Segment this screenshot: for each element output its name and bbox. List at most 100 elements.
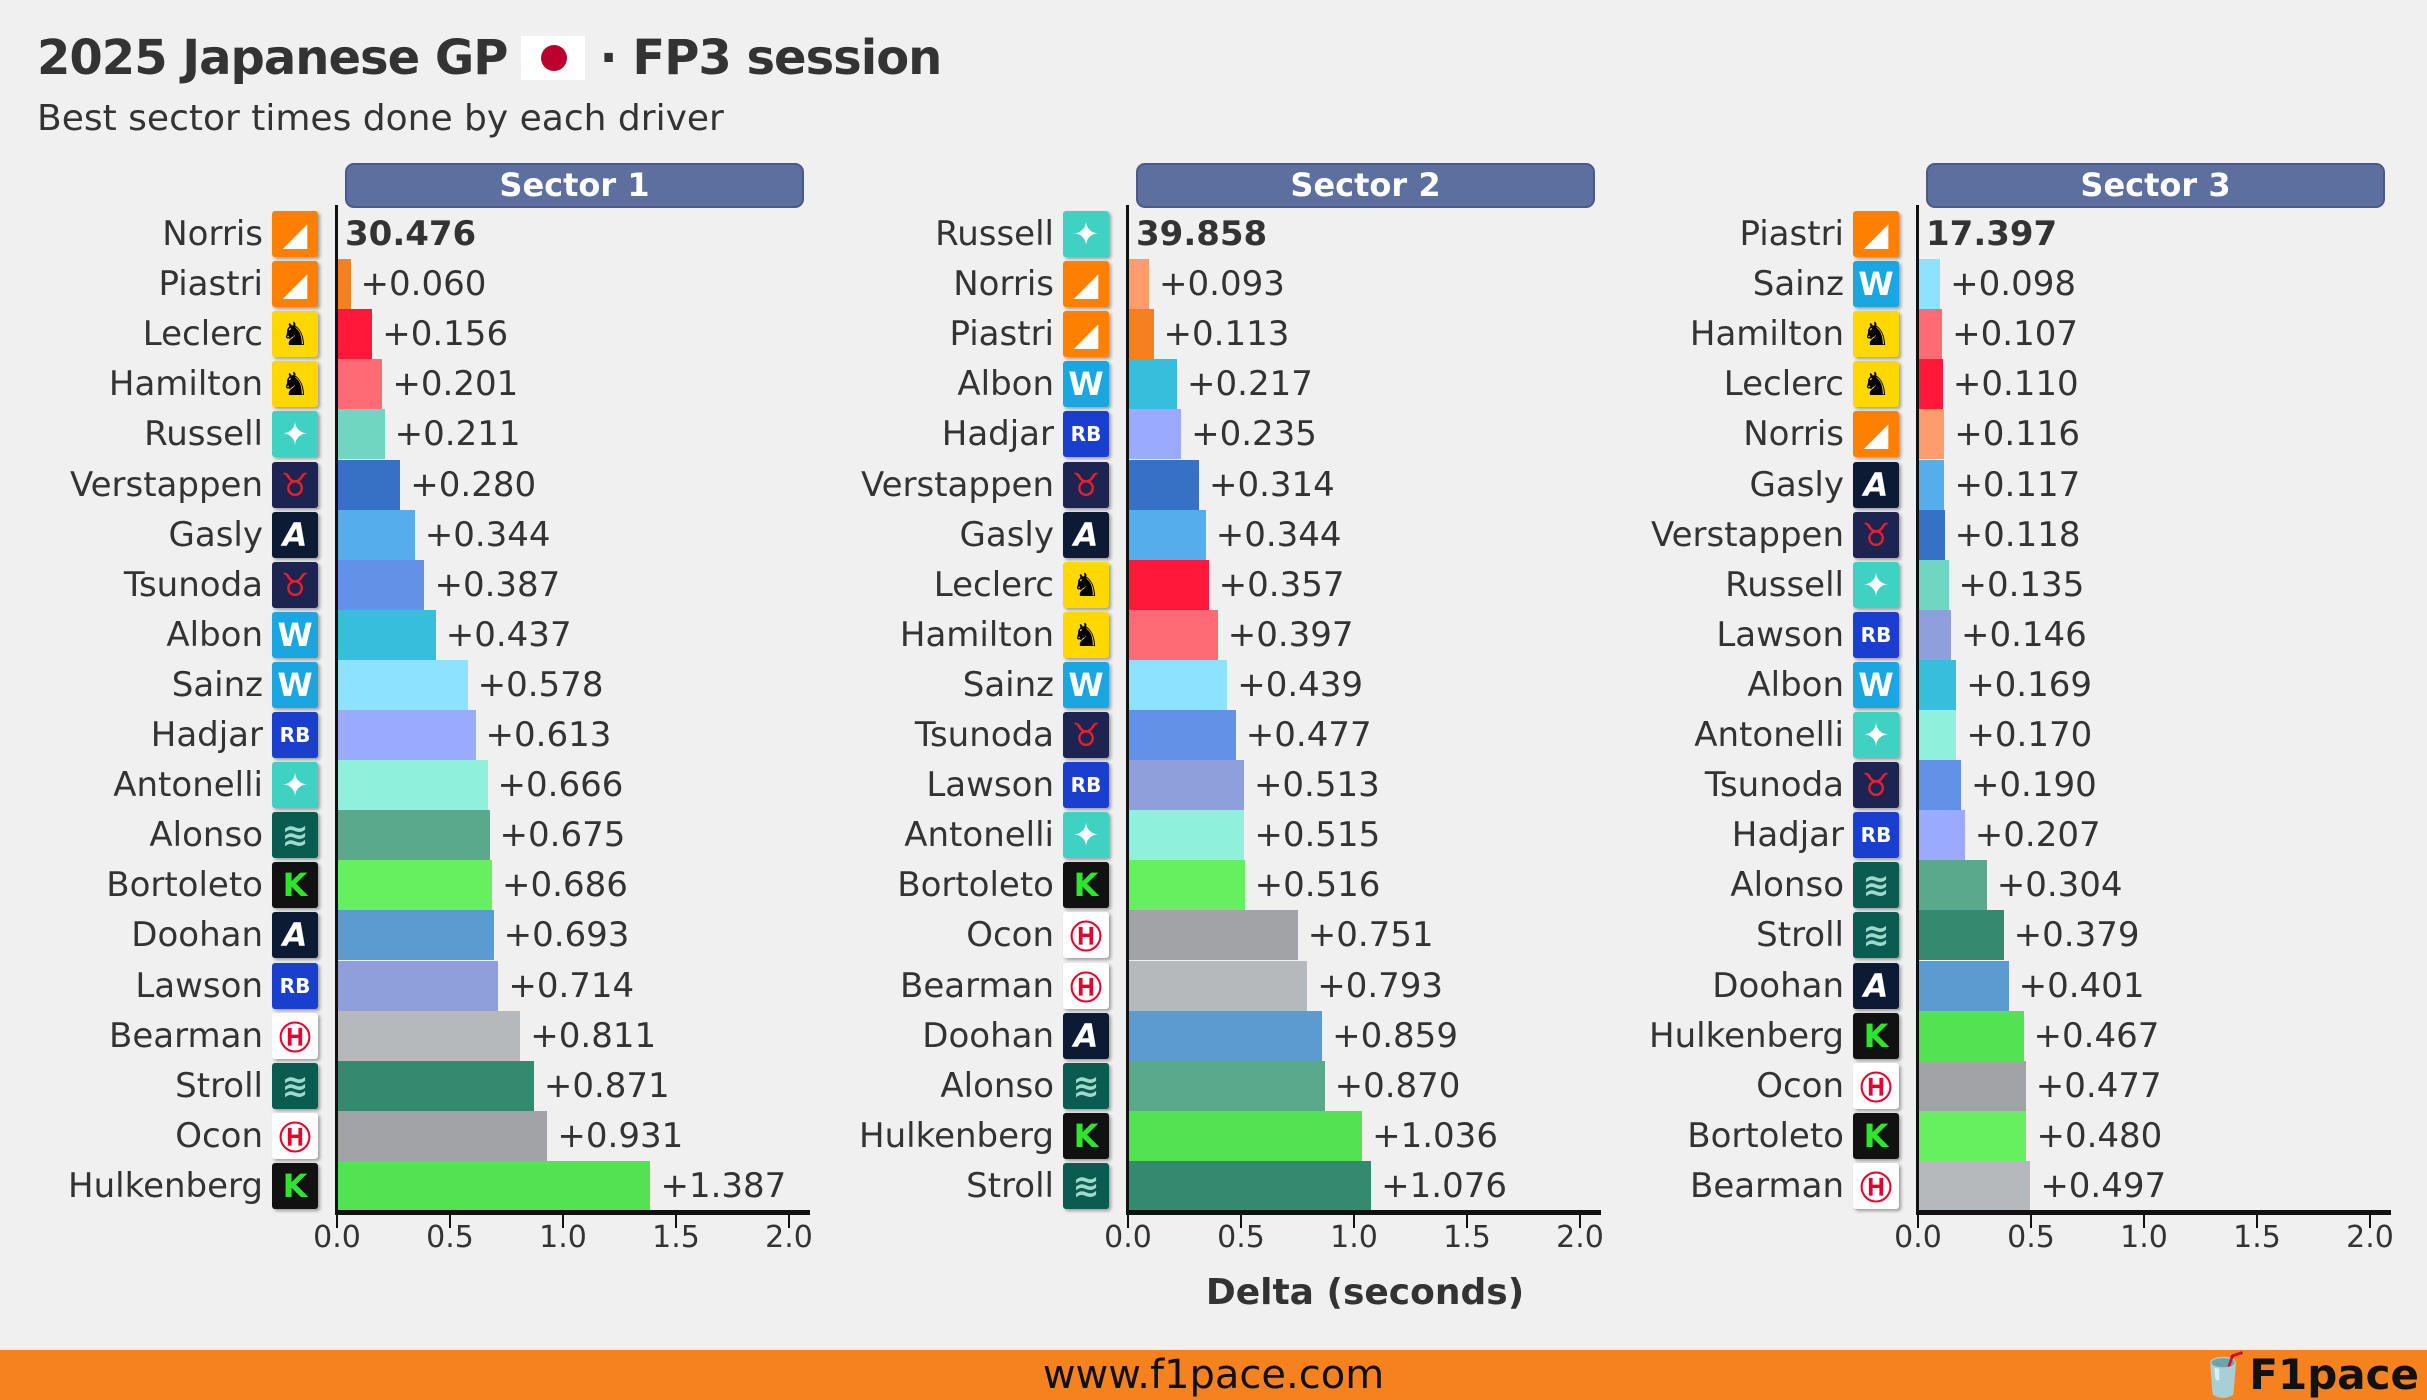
delta-label: +0.480 xyxy=(2036,1115,2163,1156)
sector-header-3: Sector 3 xyxy=(1926,163,2385,208)
driver-name: Ocon xyxy=(966,915,1054,956)
ferrari-logo-icon: ♞ xyxy=(1063,611,1109,658)
delta-label: +0.117 xyxy=(1954,464,2081,505)
bar-ocon xyxy=(1128,910,1298,961)
x-tick-label: 1.5 xyxy=(652,1220,700,1255)
footer-url[interactable]: www.f1pace.com xyxy=(1042,1352,1385,1398)
delta-label: +0.515 xyxy=(1254,815,1381,856)
chart-title: 2025 Japanese GP · FP3 session xyxy=(37,30,942,86)
rb-logo-icon: RB xyxy=(1063,411,1109,458)
mercedes-logo-icon: ✦ xyxy=(272,762,318,809)
driver-name: Russell xyxy=(1725,564,1844,605)
delta-label: +0.859 xyxy=(1332,1015,1458,1056)
sauber-logo-icon: K xyxy=(272,862,318,909)
bar-verstappen xyxy=(1918,509,1945,560)
bar-doohan xyxy=(337,910,494,961)
driver-name: Norris xyxy=(1743,414,1844,455)
delta-label: +0.714 xyxy=(508,965,635,1006)
ferrari-logo-icon: ♞ xyxy=(1063,561,1109,608)
bar-albon xyxy=(337,609,436,660)
driver-name: Piastri xyxy=(158,264,263,305)
williams-logo-icon: W xyxy=(1063,661,1109,708)
delta-label: +0.314 xyxy=(1208,464,1335,505)
brand-text: F1pace xyxy=(2249,1350,2419,1399)
bar-russell xyxy=(337,409,385,460)
bar-albon xyxy=(1128,359,1178,410)
driver-name: Stroll xyxy=(1756,915,1844,956)
williams-logo-icon: W xyxy=(272,611,318,658)
delta-label: +0.280 xyxy=(410,464,537,505)
driver-name: Hadjar xyxy=(941,414,1054,455)
japan-flag-icon xyxy=(521,36,586,80)
driver-name: Bortoleto xyxy=(1687,1115,1844,1156)
rb-logo-icon: RB xyxy=(272,962,318,1009)
bar-bortoleto xyxy=(1918,1110,2027,1161)
haas-logo-icon: Ⓗ xyxy=(1063,962,1109,1009)
x-tick xyxy=(2369,1214,2371,1228)
delta-label: +0.675 xyxy=(499,815,626,856)
driver-name: Ocon xyxy=(175,1115,263,1156)
sector-header-1: Sector 1 xyxy=(345,163,804,208)
bar-gasly xyxy=(1918,459,1945,510)
delta-label: +0.516 xyxy=(1254,865,1381,906)
mclaren-logo-icon: ◢ xyxy=(1063,311,1109,358)
driver-name: Doohan xyxy=(131,915,263,956)
delta-label: +0.871 xyxy=(543,1065,670,1106)
mercedes-logo-icon: ✦ xyxy=(1063,211,1109,257)
bar-norris xyxy=(1918,409,1945,460)
x-tick xyxy=(675,1214,677,1228)
delta-label: +0.235 xyxy=(1191,414,1317,455)
y-axis-line xyxy=(1126,205,1129,1215)
driver-name: Leclerc xyxy=(142,314,263,355)
delta-label: +0.578 xyxy=(477,664,604,705)
bar-lawson xyxy=(337,960,499,1011)
driver-name: Russell xyxy=(144,414,263,455)
driver-name: Albon xyxy=(1747,664,1844,705)
bar-verstappen xyxy=(1128,459,1199,510)
bar-bortoleto xyxy=(1128,860,1245,911)
redbull-logo-icon: ♉ xyxy=(1853,762,1899,809)
driver-name: Norris xyxy=(953,264,1054,305)
delta-label: +0.135 xyxy=(1958,564,2085,605)
delta-label: +0.357 xyxy=(1218,564,1345,605)
delta-label: +0.931 xyxy=(557,1115,684,1156)
x-tick xyxy=(1240,1214,1242,1228)
delta-label: +0.397 xyxy=(1227,614,1354,655)
bar-piastri xyxy=(337,259,351,310)
mclaren-logo-icon: ◢ xyxy=(1063,261,1109,308)
bar-lawson xyxy=(1128,760,1244,811)
x-tick-label: 1.0 xyxy=(2120,1220,2168,1255)
delta-label: +0.437 xyxy=(445,614,572,655)
delta-label: +0.107 xyxy=(1952,314,2078,355)
haas-logo-icon: Ⓗ xyxy=(1853,1162,1899,1209)
driver-name: Norris xyxy=(162,214,263,254)
x-tick-label: 2.0 xyxy=(1556,1220,1604,1255)
x-axis-line xyxy=(1916,1210,2391,1215)
bar-hadjar xyxy=(1128,409,1182,460)
delta-label: +0.201 xyxy=(392,364,519,405)
x-tick-label: 0.0 xyxy=(313,1220,361,1255)
driver-name: Antonelli xyxy=(904,815,1054,856)
x-tick xyxy=(2030,1214,2032,1228)
haas-logo-icon: Ⓗ xyxy=(272,1112,318,1159)
bar-hulkenberg xyxy=(337,1160,651,1211)
driver-name: Alonso xyxy=(149,815,263,856)
bar-bearman xyxy=(337,1010,521,1061)
bar-antonelli xyxy=(1918,710,1957,760)
mclaren-logo-icon: ◢ xyxy=(1853,411,1899,458)
mercedes-logo-icon: ✦ xyxy=(1853,712,1899,758)
driver-name: Bortoleto xyxy=(897,865,1054,906)
bar-leclerc xyxy=(1918,359,1943,410)
williams-logo-icon: W xyxy=(1853,661,1899,708)
driver-name: Piastri xyxy=(949,314,1054,355)
bar-hamilton xyxy=(1918,309,1943,360)
bar-gasly xyxy=(1128,509,1206,560)
driver-name: Tsunoda xyxy=(914,715,1054,755)
driver-name: Hamilton xyxy=(899,614,1054,655)
williams-logo-icon: W xyxy=(1853,261,1899,308)
mercedes-logo-icon: ✦ xyxy=(1853,561,1899,608)
bar-albon xyxy=(1918,659,1957,710)
williams-logo-icon: W xyxy=(1063,361,1109,408)
driver-name: Sainz xyxy=(1752,264,1844,305)
bar-sainz xyxy=(337,659,468,710)
